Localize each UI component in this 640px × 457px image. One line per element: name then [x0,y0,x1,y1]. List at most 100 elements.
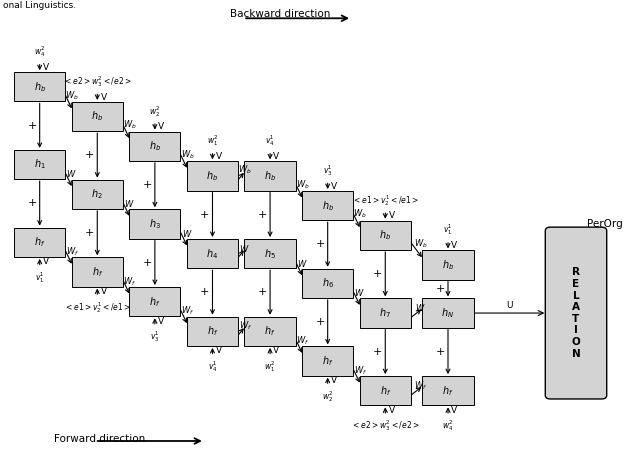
Text: $h_b$: $h_b$ [442,258,454,272]
FancyBboxPatch shape [129,209,180,239]
Text: $h_f$: $h_f$ [322,354,333,368]
Text: +: + [373,269,382,279]
Text: $h_f$: $h_f$ [207,324,218,338]
FancyBboxPatch shape [14,228,65,257]
Text: $W_f$: $W_f$ [414,379,427,392]
Text: $h_1$: $h_1$ [34,158,45,171]
Text: V: V [331,182,337,191]
FancyBboxPatch shape [244,239,296,268]
Text: $W$: $W$ [297,257,307,269]
Text: +: + [258,287,267,298]
Text: $W_f$: $W_f$ [239,319,252,332]
Text: $v^1_1$: $v^1_1$ [443,223,453,237]
Text: $h_4$: $h_4$ [207,247,218,260]
Text: +: + [143,258,152,268]
Text: +: + [85,228,94,238]
Text: V: V [273,346,280,355]
Text: $w^2_2$: $w^2_2$ [149,104,161,118]
Text: $v^1_3$: $v^1_3$ [150,329,160,344]
Text: V: V [331,376,337,385]
Text: Forward direction: Forward direction [54,434,146,444]
Text: $W$: $W$ [182,228,192,239]
Text: V: V [43,63,49,72]
FancyBboxPatch shape [72,257,123,287]
Text: $h_7$: $h_7$ [380,306,391,320]
Text: onal Linguistics.: onal Linguistics. [3,1,76,10]
Text: $h_b$: $h_b$ [380,228,391,242]
FancyBboxPatch shape [545,227,607,399]
Text: $W$: $W$ [355,287,365,298]
Text: U: U [506,301,513,310]
FancyBboxPatch shape [129,287,180,316]
Text: V: V [451,241,458,250]
Text: V: V [216,152,222,161]
Text: $W_b$: $W_b$ [65,89,79,101]
Text: +: + [28,121,36,131]
Text: $h_b$: $h_b$ [34,80,45,94]
Text: $h_f$: $h_f$ [34,235,45,249]
Text: PerOrg: PerOrg [587,219,623,229]
Text: $w^2_1$: $w^2_1$ [207,133,218,148]
Text: $W$: $W$ [415,302,425,313]
Text: $h_f$: $h_f$ [92,265,103,279]
Text: $v^1_3$: $v^1_3$ [323,163,333,178]
Text: V: V [388,212,395,220]
FancyBboxPatch shape [129,132,180,161]
FancyBboxPatch shape [187,317,238,346]
Text: $W_f$: $W_f$ [124,275,136,287]
Text: +: + [200,287,209,298]
Text: +: + [200,210,209,220]
Text: Backward direction: Backward direction [230,9,331,19]
Text: $W_b$: $W_b$ [123,119,137,131]
Text: $h_5$: $h_5$ [264,247,276,260]
FancyBboxPatch shape [422,298,474,328]
Text: V: V [158,317,164,325]
Text: $W_b$: $W_b$ [353,208,367,220]
Text: $W_f$: $W_f$ [181,305,194,317]
Text: V: V [388,406,395,414]
Text: $w^2_4$: $w^2_4$ [34,44,45,59]
Text: $W_b$: $W_b$ [413,238,428,250]
Text: $W_b$: $W_b$ [180,149,195,161]
Text: $W_f$: $W_f$ [354,364,367,377]
Text: $w^2_4$: $w^2_4$ [442,419,454,433]
Text: $v^1_4$: $v^1_4$ [207,359,218,374]
FancyBboxPatch shape [244,317,296,346]
FancyBboxPatch shape [187,239,238,268]
Text: $h_2$: $h_2$ [92,187,103,201]
Text: $h_b$: $h_b$ [92,110,103,123]
Text: $h_f$: $h_f$ [149,295,161,308]
Text: $h_b$: $h_b$ [207,169,218,183]
FancyBboxPatch shape [360,298,411,328]
Text: $h_b$: $h_b$ [264,169,276,183]
Text: V: V [216,346,222,355]
Text: $<e2>w^2_3</e2>$: $<e2>w^2_3</e2>$ [351,419,420,433]
Text: $h_b$: $h_b$ [322,199,333,213]
Text: +: + [373,347,382,357]
FancyBboxPatch shape [14,72,65,101]
FancyBboxPatch shape [244,161,296,191]
Text: $w^2_2$: $w^2_2$ [322,389,333,404]
Text: $W_b$: $W_b$ [238,163,252,176]
Text: V: V [43,257,49,266]
Text: $h_b$: $h_b$ [149,139,161,153]
FancyBboxPatch shape [360,376,411,405]
Text: +: + [436,347,445,357]
FancyBboxPatch shape [14,150,65,179]
Text: V: V [100,93,107,101]
FancyBboxPatch shape [187,161,238,191]
FancyBboxPatch shape [302,269,353,298]
Text: $h_6$: $h_6$ [322,276,333,290]
FancyBboxPatch shape [302,191,353,220]
Text: $h_N$: $h_N$ [442,306,454,320]
Text: $h_f$: $h_f$ [264,324,276,338]
Text: $h_f$: $h_f$ [442,384,454,398]
FancyBboxPatch shape [302,346,353,376]
Text: $W_f$: $W_f$ [66,245,79,258]
Text: +: + [316,317,324,327]
FancyBboxPatch shape [72,102,123,131]
Text: $h_3$: $h_3$ [149,217,161,231]
Text: +: + [28,198,36,208]
Text: $w^2_1$: $w^2_1$ [264,359,276,374]
Text: +: + [258,210,267,220]
